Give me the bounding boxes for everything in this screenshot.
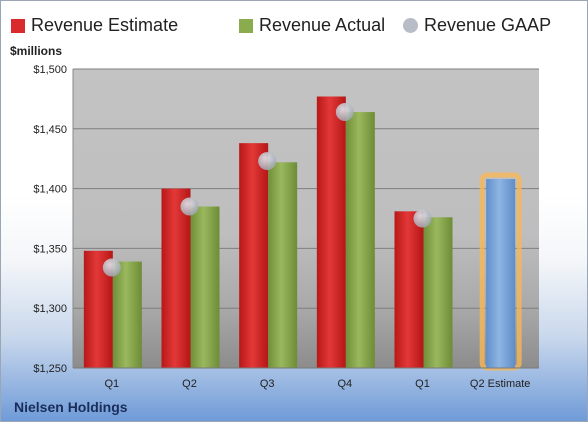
- bar-revenue-estimate: [316, 96, 346, 369]
- y-tick-label: $1,450: [33, 124, 67, 136]
- point-revenue-gaap: [258, 152, 277, 171]
- x-tick-label: Q2: [182, 378, 197, 390]
- company-name: Nielsen Holdings: [14, 399, 128, 415]
- y-axis-unit-label: $millions: [10, 44, 63, 58]
- point-revenue-gaap: [335, 103, 354, 122]
- legend-item-gaap: Revenue GAAP: [403, 15, 551, 36]
- x-tick-label: Q4: [337, 378, 352, 390]
- legend: Revenue Estimate Revenue Actual Revenue …: [11, 15, 571, 43]
- bar-revenue-actual: [190, 206, 220, 368]
- legend-label-gaap: Revenue GAAP: [424, 15, 552, 35]
- bar-revenue-actual: [268, 162, 298, 368]
- y-tick-label: $1,350: [33, 243, 67, 255]
- bar-revenue-estimate: [239, 143, 269, 368]
- legend-label-actual: Revenue Actual: [259, 15, 386, 35]
- x-tick-label: Q1: [415, 378, 430, 390]
- point-revenue-gaap: [102, 258, 121, 277]
- y-tick-label: $1,500: [33, 64, 67, 76]
- x-tick-label: Q3: [260, 378, 275, 390]
- bar-revenue-actual: [345, 112, 375, 368]
- legend-swatch-estimate: [11, 18, 25, 33]
- bar-revenue-estimate: [161, 188, 191, 368]
- bar-revenue-actual: [112, 261, 142, 368]
- legend-swatch-actual: [239, 18, 253, 33]
- bar-revenue-estimate-future: [486, 179, 516, 368]
- y-tick-label: $1,400: [33, 184, 67, 196]
- point-revenue-gaap: [413, 209, 432, 228]
- legend-item-actual: Revenue Actual: [239, 15, 385, 36]
- point-revenue-gaap: [180, 197, 199, 216]
- x-tick-label: Q1: [104, 378, 119, 390]
- legend-swatch-gaap: [403, 18, 418, 33]
- plot-area: [73, 69, 539, 368]
- legend-label-estimate: Revenue Estimate: [31, 15, 179, 35]
- y-tick-label: $1,250: [33, 363, 67, 375]
- legend-item-estimate: Revenue Estimate: [11, 15, 178, 36]
- y-tick-label: $1,300: [33, 303, 67, 315]
- bar-revenue-actual: [423, 217, 453, 368]
- bar-revenue-estimate: [394, 211, 424, 368]
- x-tick-label: Q2 Estimate: [470, 378, 531, 390]
